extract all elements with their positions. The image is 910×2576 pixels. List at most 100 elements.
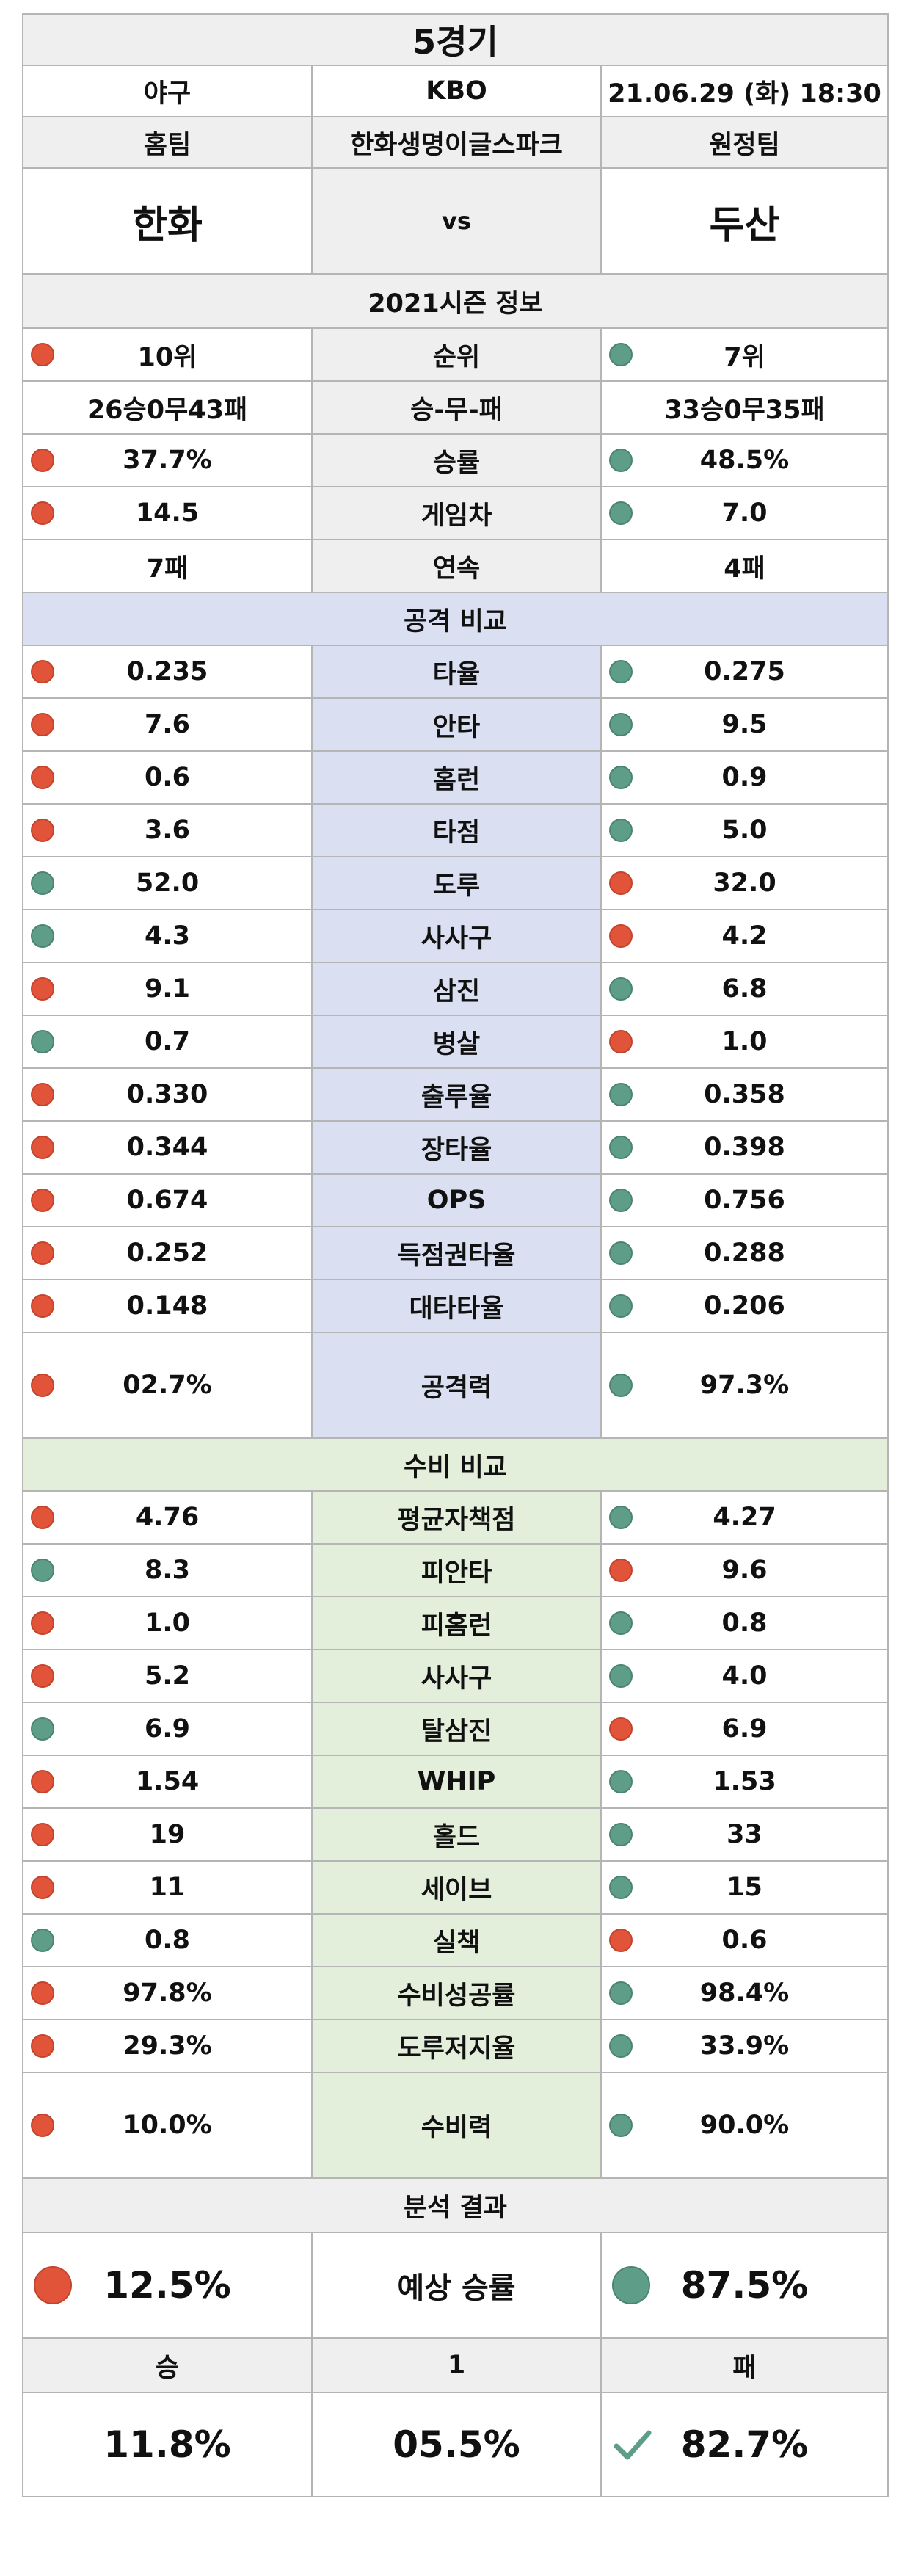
defense-away-value-value: 0.6: [721, 1926, 768, 1955]
defense-stat-label: 도루저지율: [311, 2019, 600, 2072]
offense-away-value-dot: [609, 977, 633, 1001]
season-away-value: 7.0: [600, 486, 889, 539]
defense-away-total-value: 90.0%: [699, 2111, 790, 2140]
season-home-value: 26승0무43패: [22, 380, 311, 433]
offense-away-value: 0.206: [600, 1279, 889, 1332]
defense-row: 5.2 사사구 4.0: [22, 1649, 889, 1702]
defense-away-total-dot: [609, 2114, 633, 2137]
defense-home-total-dot: [31, 2114, 54, 2137]
offense-away-value: 0.9: [600, 750, 889, 803]
defense-away-value-value: 98.4%: [699, 1978, 790, 2008]
outcome-draw-label: 1: [311, 2337, 600, 2392]
defense-stat-label: 탈삼진: [311, 1702, 600, 1755]
offense-stat-label-value: 타점: [432, 818, 481, 848]
offense-away-value-value: 9.5: [721, 710, 768, 739]
season-row: 14.5 게임차 7.0: [22, 486, 889, 539]
offense-home-value-dot: [31, 660, 54, 683]
defense-home-value: 29.3%: [22, 2019, 311, 2072]
offense-home-value: 3.6: [22, 803, 311, 856]
defense-home-value-dot: [31, 1823, 54, 1846]
defense-home-value: 1.0: [22, 1596, 311, 1649]
season-away-value-value: 7위: [724, 342, 765, 372]
offense-away-value: 32.0: [600, 856, 889, 909]
defense-home-value-dot: [31, 1559, 54, 1582]
offense-stats: 0.235 타율 0.275 7.6 안타 9.5 0.6 홈런 0.9 3.6 타점 5.0 52.0…: [22, 645, 889, 1332]
offense-home-value-value: 0.235: [126, 657, 208, 686]
season-section-title: 2021시즌 정보: [22, 273, 889, 327]
offense-away-value-value: 4.2: [721, 921, 768, 951]
season-away-value: 7위: [600, 327, 889, 380]
defense-stat-label: 피안타: [311, 1543, 600, 1596]
offense-home-value: 0.252: [22, 1226, 311, 1279]
defense-home-value: 5.2: [22, 1649, 311, 1702]
offense-stat-label: 삼진: [311, 962, 600, 1015]
defense-home-value-dot: [31, 1876, 54, 1899]
offense-away-value: 9.5: [600, 697, 889, 750]
offense-stat-label-value: 득점권타율: [397, 1241, 516, 1271]
home-team-name: 한화: [22, 167, 311, 273]
defense-away-value: 9.6: [600, 1543, 889, 1596]
defense-row: 4.76 평균자책점 4.27: [22, 1490, 889, 1543]
offense-home-value: 7.6: [22, 697, 311, 750]
season-stats: 10위 순위 7위 26승0무43패 승-무-패 33승0무35패 37.7% 승률 48.5%…: [22, 327, 889, 592]
offense-stat-label-value: 장타율: [421, 1135, 492, 1165]
defense-home-value-value: 8.3: [144, 1556, 190, 1585]
defense-stat-label: 수비성공률: [311, 1966, 600, 2019]
defense-home-value-dot: [31, 2034, 54, 2058]
offense-away-value-dot: [609, 819, 633, 842]
defense-row: 1.0 피홈런 0.8: [22, 1596, 889, 1649]
offense-home-total-dot: [31, 1374, 54, 1397]
offense-row: 0.235 타율 0.275: [22, 645, 889, 697]
home-win-prob-dot: [34, 2266, 72, 2304]
offense-away-value-value: 0.9: [721, 763, 768, 792]
season-row: 26승0무43패 승-무-패 33승0무35패: [22, 380, 889, 433]
offense-away-total-value: 97.3%: [699, 1371, 790, 1400]
offense-away-value-dot: [609, 871, 633, 895]
offense-home-value: 0.6: [22, 750, 311, 803]
defense-row: 8.3 피안타 9.6: [22, 1543, 889, 1596]
season-stat-label: 게임차: [311, 486, 600, 539]
defense-stat-label-value: 평균자책점: [397, 1505, 516, 1535]
season-stat-label-value: 승률: [432, 448, 481, 478]
defense-stat-label: 평균자책점: [311, 1490, 600, 1543]
season-stat-label-value: 연속: [432, 554, 481, 584]
offense-away-value-value: 5.0: [721, 816, 768, 845]
offense-away-value: 0.288: [600, 1226, 889, 1279]
offense-home-value: 9.1: [22, 962, 311, 1015]
offense-row: 52.0 도루 32.0: [22, 856, 889, 909]
away-win-prob: 87.5%: [680, 2264, 809, 2307]
offense-stat-label: 득점권타율: [311, 1226, 600, 1279]
season-home-value: 7패: [22, 539, 311, 592]
defense-row: 1.54 WHIP 1.53: [22, 1755, 889, 1807]
offense-row: 0.344 장타율 0.398: [22, 1120, 889, 1173]
defense-row: 6.9 탈삼진 6.9: [22, 1702, 889, 1755]
away-win-prob-dot: [612, 2266, 650, 2304]
offense-away-value-dot: [609, 1294, 633, 1318]
defense-away-value-value: 6.9: [721, 1714, 768, 1744]
offense-away-value-dot: [609, 713, 633, 736]
offense-stat-label-value: 홈런: [432, 765, 481, 795]
defense-away-value-dot: [609, 1559, 633, 1582]
defense-away-value: 15: [600, 1860, 889, 1913]
defense-away-value-value: 9.6: [721, 1556, 768, 1585]
season-home-value-value: 37.7%: [123, 446, 212, 475]
home-win-prob: 12.5%: [103, 2264, 231, 2307]
defense-away-value: 0.8: [600, 1596, 889, 1649]
defense-row: 97.8% 수비성공률 98.4%: [22, 1966, 889, 2019]
defense-row: 29.3% 도루저지율 33.9%: [22, 2019, 889, 2072]
offense-row: 0.252 득점권타율 0.288: [22, 1226, 889, 1279]
offense-away-value: 0.358: [600, 1067, 889, 1120]
stadium-name: 한화생명이글스파크: [311, 116, 600, 167]
offense-home-value: 0.330: [22, 1067, 311, 1120]
defense-home-value-dot: [31, 1929, 54, 1952]
game-title: 5경기: [22, 13, 889, 65]
offense-home-value-dot: [31, 1189, 54, 1212]
offense-home-value-value: 0.6: [144, 763, 190, 792]
offense-stat-label-value: 대타타율: [409, 1294, 504, 1324]
defense-home-total: 10.0%: [22, 2072, 311, 2177]
offense-home-value-dot: [31, 1294, 54, 1318]
offense-home-value-value: 52.0: [135, 868, 200, 898]
defense-stat-label: 세이브: [311, 1860, 600, 1913]
defense-away-value: 33: [600, 1807, 889, 1860]
defense-home-value: 4.76: [22, 1490, 311, 1543]
